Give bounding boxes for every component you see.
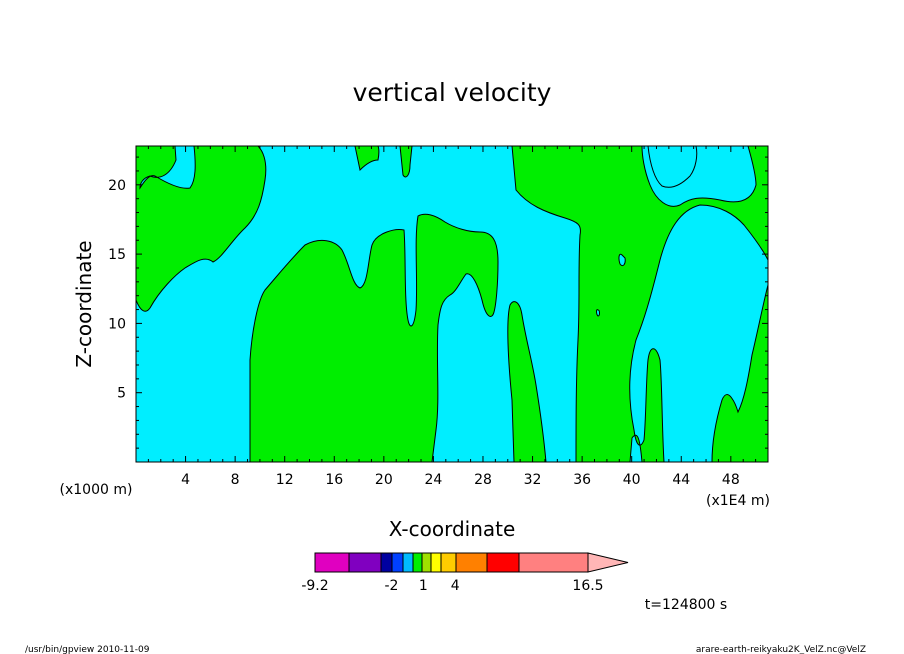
x-tick-label: 40 (623, 472, 641, 488)
x-tick-label: 32 (524, 472, 542, 488)
updraft-region (507, 301, 547, 462)
x-unit-label: (x1E4 m) (706, 493, 770, 509)
x-tick-label: 4 (181, 472, 190, 488)
cyan-pocket (139, 146, 196, 190)
colorbar-bin (455, 552, 488, 573)
x-tick-label: 28 (474, 472, 492, 488)
colorbar-bin (430, 552, 442, 573)
y-tick-label: 5 (117, 386, 126, 402)
y-tick-label: 15 (108, 247, 126, 263)
updraft-region (136, 146, 267, 312)
colorbar-label: 16.5 (572, 578, 603, 594)
colorbar-bin (440, 552, 457, 573)
contour-regions (136, 146, 768, 462)
colorbar-bin (421, 552, 432, 573)
updraft-region (354, 146, 380, 172)
colorbar-arrow (587, 552, 629, 573)
y-tick-label: 10 (108, 316, 126, 332)
x-tick-label: 48 (722, 472, 740, 488)
x-tick-label: 20 (375, 472, 393, 488)
footer-right: arare-earth-reikyaku2K_VelZ.nc@VelZ (696, 645, 866, 654)
x-tick-label: 24 (424, 472, 442, 488)
colorbar-bin (412, 552, 423, 573)
x-tick-label: 8 (231, 472, 240, 488)
plot-frame (135, 145, 769, 463)
x-tick-label: 16 (325, 472, 343, 488)
colorbar-labels: -9.2 -2 1 4 16.5 (301, 578, 603, 594)
colorbar-bin (391, 552, 404, 573)
colorbar-bin (380, 552, 393, 573)
x-tick-label: 12 (276, 472, 294, 488)
colorbar-label: 1 (419, 578, 428, 594)
updraft-region (399, 146, 413, 178)
colorbar (314, 552, 629, 573)
time-label: t=124800 s (645, 597, 727, 613)
colorbar-bin (402, 552, 414, 573)
chart-title: vertical velocity (353, 78, 552, 107)
cyan-pocket (647, 146, 698, 188)
colorbar-bin (348, 552, 382, 573)
updraft-region (711, 284, 768, 462)
y-axis: 20 15 10 5 (108, 156, 768, 449)
x-axis-title: X-coordinate (389, 517, 516, 541)
updraft-region (511, 146, 768, 462)
colorbar-label: 4 (451, 578, 460, 594)
colorbar-label: -2 (384, 578, 398, 594)
x-tick-label: 36 (573, 472, 591, 488)
x-tick-label: 44 (672, 472, 690, 488)
updraft-region (249, 213, 499, 462)
colorbar-bin (486, 552, 520, 573)
colorbar-bin (518, 552, 589, 573)
cyan-pocket (596, 309, 600, 317)
cyan-pocket (618, 253, 626, 267)
footer-left: /usr/bin/gpview 2010-11-09 (25, 645, 150, 654)
y-tick-label: 20 (108, 178, 126, 194)
colorbar-label: -9.2 (301, 578, 328, 594)
x-axis: 4 8 12 16 20 24 28 32 36 40 44 48 (147, 146, 757, 488)
y-axis-title: Z-coordinate (72, 240, 96, 367)
z-unit-label: (x1000 m) (60, 482, 133, 498)
colorbar-bin (314, 552, 350, 573)
